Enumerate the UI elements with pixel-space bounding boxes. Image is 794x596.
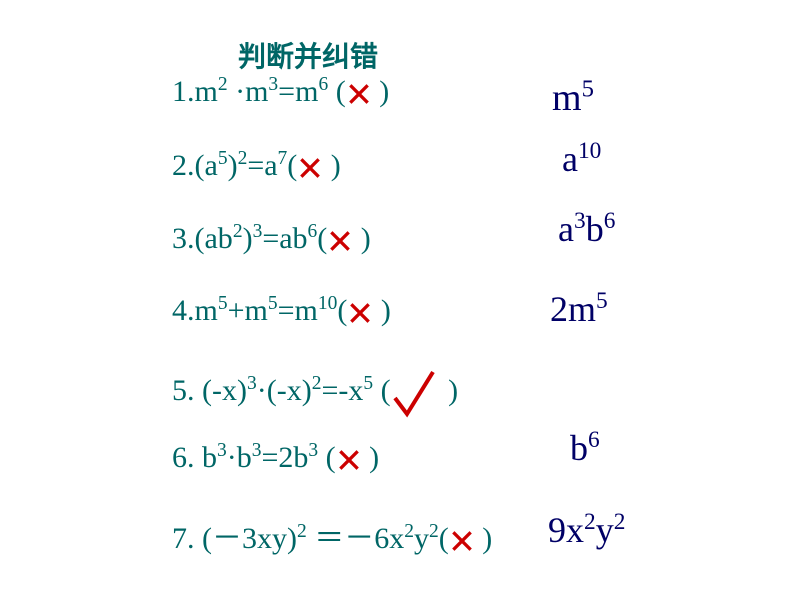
exponent: 5 xyxy=(218,293,228,314)
paren-open: ( xyxy=(318,441,336,474)
correction-exp: 2 xyxy=(584,509,596,535)
paren-close: ) xyxy=(441,374,459,407)
problem-text: 1.m xyxy=(172,75,218,108)
problem-text: =ab xyxy=(262,222,307,255)
correction-7: 9x2y2 xyxy=(548,509,625,551)
paren-open: ( xyxy=(287,149,297,182)
paren-close: ) xyxy=(372,75,390,108)
paren-close: ) xyxy=(353,222,371,255)
problem-2: 2.(a5)2=a7( ) xyxy=(172,149,341,183)
problem-text: ＝－6x xyxy=(307,522,405,555)
exponent: 3 xyxy=(253,221,263,242)
problem-3: 3.(ab2)3=ab6( ) xyxy=(172,222,371,256)
correction-base: 2m xyxy=(550,289,596,329)
cross-icon xyxy=(346,81,372,107)
paren-close: ) xyxy=(362,441,380,474)
correction-2: a10 xyxy=(562,138,601,180)
problem-text: ·m xyxy=(228,75,269,108)
check-icon xyxy=(391,368,441,418)
paren-open: ( xyxy=(439,522,449,555)
correction-base: a xyxy=(562,139,578,179)
correction-exp: 5 xyxy=(596,288,608,314)
problem-text: 5. (-x) xyxy=(172,374,247,407)
exponent: 5 xyxy=(268,293,278,314)
cross-icon xyxy=(347,300,373,326)
problem-text: y xyxy=(414,522,429,555)
correction-base: 9x xyxy=(548,510,584,550)
exponent: 10 xyxy=(318,293,338,314)
problem-text: =a xyxy=(247,149,277,182)
problem-7: 7. (－3xy)2 ＝－6x2y2( ) xyxy=(172,513,492,557)
problem-text: =-x xyxy=(321,374,363,407)
correction-exp: 10 xyxy=(578,138,601,164)
problem-text: 4.m xyxy=(172,294,218,327)
problem-text: 3.(ab xyxy=(172,222,233,255)
exponent: 3 xyxy=(268,74,278,95)
problem-text: =m xyxy=(278,75,318,108)
exponent: 6 xyxy=(308,221,318,242)
cross-icon xyxy=(327,228,353,254)
problem-6: 6. b3·b3=2b3 ( ) xyxy=(172,441,379,475)
problem-text: ·(-x) xyxy=(257,374,312,407)
page-title: 判断并纠错 xyxy=(238,35,378,75)
correction-base: b xyxy=(570,428,588,468)
correction-exp: 6 xyxy=(588,427,600,453)
problem-text: =2b xyxy=(262,441,309,474)
correction-base: b xyxy=(586,209,604,249)
correction-1: m5 xyxy=(552,76,594,120)
correction-exp: 2 xyxy=(614,509,626,535)
exponent: 2 xyxy=(238,148,248,169)
problem-text: 6. b xyxy=(172,441,217,474)
correction-base: a xyxy=(558,209,574,249)
problem-4: 4.m5+m5=m10( ) xyxy=(172,294,391,328)
exponent: 2 xyxy=(429,521,439,542)
paren-close: ) xyxy=(323,149,341,182)
correction-base: m xyxy=(552,77,582,119)
paren-open: ( xyxy=(328,75,346,108)
cross-icon xyxy=(297,155,323,181)
exponent: 3 xyxy=(308,440,318,461)
paren-open: ( xyxy=(317,222,327,255)
paren-close: ) xyxy=(475,522,493,555)
correction-exp: 3 xyxy=(574,208,586,234)
correction-3: a3b6 xyxy=(558,208,615,250)
problem-1: 1.m2 ·m3=m6 ( ) xyxy=(172,75,389,109)
cross-icon xyxy=(449,528,475,554)
correction-exp: 5 xyxy=(582,75,594,102)
correction-base: y xyxy=(596,510,614,550)
problem-text: 2.(a xyxy=(172,149,218,182)
exponent: 2 xyxy=(312,373,322,394)
paren-open: ( xyxy=(373,374,391,407)
exponent: 2 xyxy=(218,74,228,95)
correction-4: 2m5 xyxy=(550,288,608,330)
problem-text: ) xyxy=(243,222,253,255)
exponent: 6 xyxy=(318,74,328,95)
problem-text: +m xyxy=(228,294,268,327)
exponent: 7 xyxy=(278,148,288,169)
correction-exp: 6 xyxy=(604,208,616,234)
exponent: 3 xyxy=(252,440,262,461)
cross-icon xyxy=(336,447,362,473)
correction-6: b6 xyxy=(570,427,600,469)
exponent: 2 xyxy=(233,221,243,242)
problem-text: ·b xyxy=(227,441,252,474)
problem-text: ) xyxy=(228,149,238,182)
exponent: 3 xyxy=(247,373,257,394)
problem-text: 7. (－3xy) xyxy=(172,522,297,555)
exponent: 2 xyxy=(404,521,414,542)
exponent: 5 xyxy=(218,148,228,169)
paren-open: ( xyxy=(337,294,347,327)
exponent: 5 xyxy=(363,373,373,394)
problem-text: =m xyxy=(278,294,318,327)
exponent: 2 xyxy=(297,521,307,542)
exponent: 3 xyxy=(217,440,227,461)
problem-5: 5. (-x)3·(-x)2=-x5 ( ) xyxy=(172,368,458,418)
paren-close: ) xyxy=(373,294,391,327)
